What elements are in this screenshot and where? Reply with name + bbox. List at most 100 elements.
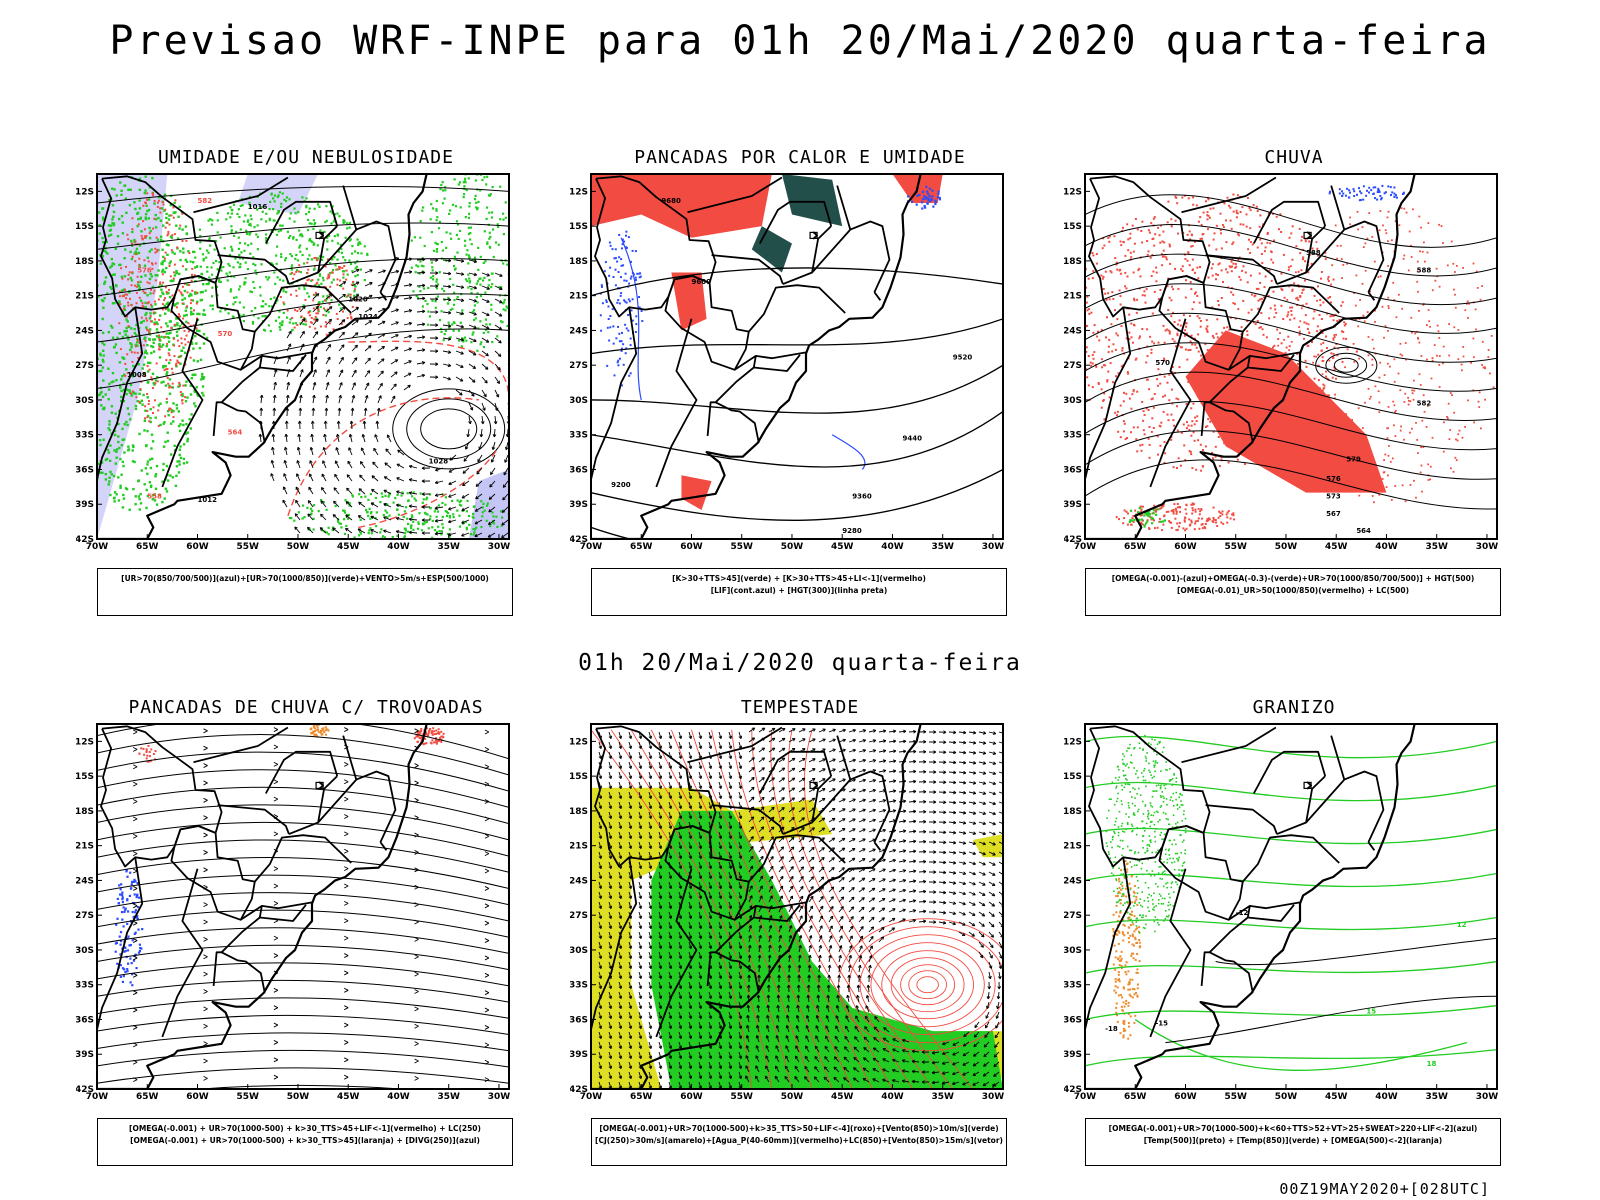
state-border [1149,868,1192,1038]
state-border [811,770,891,843]
state-border [254,284,352,333]
panel-title: TEMPESTADE [740,697,860,718]
lat-tick-label: 18S [570,257,588,267]
lat-tick-label: 15S [570,772,588,782]
lon-tick-label: 40W [1375,1092,1398,1102]
lon-tick-label: 70W [1074,1092,1097,1102]
lon-tick-label: 65W [630,1092,653,1102]
map-frame [1084,173,1498,540]
lon-tick-label: 40W [387,542,410,552]
contour-label: 576 [1326,475,1341,483]
state-border [1330,185,1346,230]
lon-tick-label: 60W [186,542,209,552]
lat-tick-label: 30S [1064,946,1082,956]
lat-tick-label: 27S [76,911,94,921]
state-border [220,905,263,953]
lat-tick-label: 30S [1064,396,1082,406]
lon-tick-label: 40W [387,1092,410,1102]
lat-tick-label: 36S [76,1015,94,1025]
state-border [664,275,750,371]
state-border [706,401,760,443]
contour-label: 18 [1427,1060,1437,1068]
lat-tick-label: 42S [570,1085,588,1095]
contour-label: 588 [1306,249,1321,257]
map-frame [590,723,1004,1090]
lat-tick-label: 21S [570,292,588,302]
contour-label: 1016 [248,203,268,211]
map-layer: 9680 9600 9520 9440 9360 9280 9200 [591,174,1003,539]
state-border [1305,770,1385,843]
map-legend: [OMEGA(-0.001) + UR>70(1000-500) + k>30_… [97,1118,513,1166]
contour-label: 9440 [903,435,923,443]
state-border [1249,901,1301,910]
legend-line: [OMEGA(-0.001)+UR>70(1000-500)+k>35_TTS>… [599,1124,999,1133]
panel-granizo: GRANIZO -12 -15 -18 12 15 18 12S 15S 18S 21S 24S 27… [1064,697,1501,1172]
coastline [591,724,922,1089]
lat-tick-label: 12S [1064,737,1082,747]
state-border [706,951,760,993]
state-border [748,284,846,333]
state-border [1200,401,1254,443]
contour-label: 558 [147,492,162,500]
map-frame [96,173,510,540]
state-border [873,291,882,301]
lat-tick-label: 39S [76,500,94,510]
state-border [161,868,204,1038]
map-layer: 588 588 582 579 576 573 570 567 564 [1085,174,1497,539]
state-border [217,254,290,285]
state-border [1242,834,1340,883]
lon-tick-label: 70W [580,1092,603,1102]
contour-label: 564 [1356,527,1371,535]
lon-tick-label: 35W [437,1092,460,1102]
lon-tick-label: 60W [1174,542,1197,552]
run-time-footer: 00Z19MAY2020+[028UTC] [1279,1180,1490,1198]
panel-pancadas-calor: PANCADAS POR CALOR E UMIDADE 9680 9600 952… [570,147,1007,622]
lon-tick-label: 35W [931,542,954,552]
legend-line: [OMEGA(-0.01)_UR>50(1000/850)(vermelho) … [1176,586,1410,595]
lat-tick-label: 24S [570,876,588,886]
lat-tick-label: 27S [1064,361,1082,371]
lon-tick-label: 60W [680,1092,703,1102]
lat-tick-label: 36S [76,465,94,475]
contour-label: 15 [1366,1008,1376,1016]
lat-tick-label: 33S [1064,981,1082,991]
legend-line: [CJ(250)>30m/s](amarelo)+[Agua_P(40-60mm… [595,1136,1003,1145]
lat-tick-label: 21S [1064,842,1082,852]
lat-tick-label: 21S [76,292,94,302]
state-border [1242,284,1340,333]
contour-label: 582 [1417,400,1432,408]
lon-tick-label: 50W [781,1092,804,1102]
federal-district [315,231,324,240]
lat-tick-label: 18S [76,807,94,817]
lon-tick-label: 50W [287,542,310,552]
lat-tick-label: 42S [1064,535,1082,545]
state-border [714,905,757,953]
lat-tick-label: 36S [570,465,588,475]
lat-tick-label: 39S [570,500,588,510]
state-border [687,726,783,764]
lat-tick-label: 15S [76,222,94,232]
contour-label: 12 [1457,921,1467,929]
contour-label: -15 [1155,1019,1168,1027]
lat-tick-label: 21S [570,842,588,852]
lat-tick-label: 30S [570,946,588,956]
state-border [1249,351,1301,360]
lat-tick-label: 36S [1064,465,1082,475]
lon-tick-label: 45W [1325,1092,1348,1102]
lon-tick-label: 65W [136,1092,159,1102]
lat-tick-label: 30S [76,946,94,956]
lat-tick-label: 39S [570,1050,588,1060]
map-layer: 1016 1020 1024 1028 1012 1008 570 576 582 564 558 [97,174,509,539]
state-border [254,834,352,883]
lon-tick-label: 50W [1275,1092,1298,1102]
lon-tick-label: 35W [931,1092,954,1102]
lon-tick-label: 45W [831,542,854,552]
state-border [1149,318,1192,488]
state-border [836,185,852,230]
legend-line: [Temp(500)](preto) + [Temp(850)](verde) … [1143,1136,1443,1145]
contour-label: 9520 [953,353,973,361]
legend-line: [OMEGA(-0.001)-(azul)+OMEGA(-0.3)-(verde… [1111,574,1475,583]
lon-tick-label: 45W [831,1092,854,1102]
